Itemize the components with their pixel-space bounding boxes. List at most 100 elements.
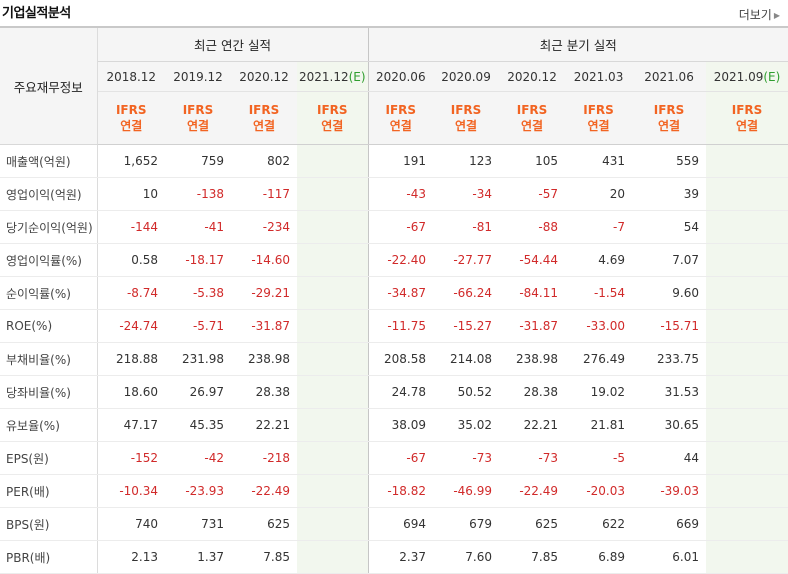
table-cell (297, 441, 369, 475)
table-cell (297, 243, 369, 277)
table-row: EPS(원) -152 -42 -218 -67 -73 -73 -5 44 (0, 441, 788, 475)
row-label: 매출액(억원) (0, 144, 98, 178)
table-cell: 22.21 (499, 408, 566, 442)
table-cell: -22.49 (499, 474, 566, 508)
table-cell (706, 342, 788, 376)
period-header: 2020.12 (499, 61, 566, 92)
table-cell: -39.03 (632, 474, 707, 508)
consolidated-label: 연결 (657, 119, 681, 133)
table-cell (297, 474, 369, 508)
more-link[interactable]: 더보기 ▶ (739, 6, 780, 23)
table-cell: 238.98 (231, 342, 297, 376)
table-cell: 740 (97, 507, 165, 541)
table-cell: 431 (565, 144, 633, 178)
table-cell: -73 (499, 441, 566, 475)
period-date: 2020.09 (441, 69, 491, 84)
period-date: 2020.12 (239, 69, 289, 84)
table-cell: 214.08 (433, 342, 500, 376)
table-cell: -29.21 (231, 276, 297, 310)
table-cell: -7 (565, 210, 633, 244)
table-cell: -88 (499, 210, 566, 244)
table-cell: 7.07 (632, 243, 707, 277)
table-cell: 45.35 (165, 408, 231, 442)
ifrs-label: IFRS (450, 103, 482, 117)
table-cell: 31.53 (632, 375, 707, 409)
table-cell: -31.87 (499, 309, 566, 343)
table-cell: -15.71 (632, 309, 707, 343)
row-label: EPS(원) (0, 441, 98, 475)
table-cell: 10 (97, 177, 165, 211)
row-label: 영업이익률(%) (0, 243, 98, 277)
ifrs-cell: IFRS 연결 (706, 91, 788, 145)
row-label: PBR(배) (0, 540, 98, 574)
table-cell: -24.74 (97, 309, 165, 343)
table-cell (706, 474, 788, 508)
table-cell (706, 441, 788, 475)
table-cell: -234 (231, 210, 297, 244)
consolidated-label: 연결 (120, 119, 143, 133)
table-cell: -18.82 (367, 474, 434, 508)
table-row: 부채비율(%) 218.88 231.98 238.98 208.58 214.08 238… (0, 342, 788, 376)
row-label: 당기순이익(억원) (0, 210, 98, 244)
table-row: 당좌비율(%) 18.60 26.97 28.38 24.78 50.52 28.38 19.… (0, 375, 788, 409)
table-cell: -1.54 (565, 276, 633, 310)
period-date: 2020.06 (375, 69, 426, 84)
ifrs-cell: IFRS 연결 (97, 91, 165, 145)
table-cell (706, 375, 788, 409)
table-row: ROE(%) -24.74 -5.71 -31.87 -11.75 -15.27 -31.8… (0, 309, 788, 343)
table-cell: 24.78 (367, 375, 434, 409)
table-cell: 28.38 (231, 375, 297, 409)
ifrs-label: IFRS (115, 103, 147, 117)
table-cell: -22.49 (231, 474, 297, 508)
estimate-mark: (E) (763, 69, 781, 84)
table-cell: 47.17 (97, 408, 165, 442)
table-row: 유보율(%) 47.17 45.35 22.21 38.09 35.02 22.21 21.8… (0, 408, 788, 442)
period-date: 2021.03 (573, 69, 624, 84)
ifrs-cell: IFRS 연결 (231, 91, 297, 145)
ifrs-label: IFRS (731, 103, 763, 117)
table-row: 영업이익률(%) 0.58 -18.17 -14.60 -22.40 -27.77 -54.… (0, 243, 788, 277)
row-label: BPS(원) (0, 507, 98, 541)
table-cell: -81 (433, 210, 500, 244)
period-header: 2018.12 (97, 61, 165, 92)
table-cell: 759 (165, 144, 231, 178)
table-cell: 105 (499, 144, 566, 178)
period-header: 2019.12 (165, 61, 231, 92)
table-cell: 50.52 (433, 375, 500, 409)
table-cell: -5.38 (165, 276, 231, 310)
table-cell: 694 (367, 507, 434, 541)
table-cell: -218 (231, 441, 297, 475)
table-cell: 559 (632, 144, 707, 178)
table-cell: 191 (367, 144, 434, 178)
table-cell: -23.93 (165, 474, 231, 508)
table-cell: 7.85 (231, 540, 297, 574)
table-cell (297, 309, 369, 343)
ifrs-label: IFRS (516, 103, 548, 117)
table-cell: 4.69 (565, 243, 633, 277)
table-cell (706, 309, 788, 343)
table-cell (706, 540, 788, 574)
table-cell: -67 (367, 210, 434, 244)
table-cell: 30.65 (632, 408, 707, 442)
group-quarterly: 최근 분기 실적 (367, 26, 788, 62)
table-cell: 238.98 (499, 342, 566, 376)
period-date: 2018.12 (106, 69, 157, 84)
period-dates-row: 2018.12 2019.12 2020.12 2021.12(E) 2020.06 20… (0, 61, 788, 92)
row-label: 유보율(%) (0, 408, 98, 442)
table-cell (297, 408, 369, 442)
ifrs-label: IFRS (385, 103, 417, 117)
table-cell: 218.88 (97, 342, 165, 376)
table-cell: 208.58 (367, 342, 434, 376)
row-label: 부채비율(%) (0, 342, 98, 376)
ifrs-label: IFRS (583, 103, 614, 117)
table-cell: 35.02 (433, 408, 500, 442)
estimate-mark: (E) (348, 69, 366, 84)
table-cell: 802 (231, 144, 297, 178)
section-header: 기업실적분석 더보기 ▶ (0, 0, 788, 26)
consolidated-label: 연결 (454, 119, 478, 133)
row-label: 당좌비율(%) (0, 375, 98, 409)
row-label: 순이익률(%) (0, 276, 98, 310)
table-cell: 7.60 (433, 540, 500, 574)
table-cell: 622 (565, 507, 633, 541)
table-cell: -152 (97, 441, 165, 475)
